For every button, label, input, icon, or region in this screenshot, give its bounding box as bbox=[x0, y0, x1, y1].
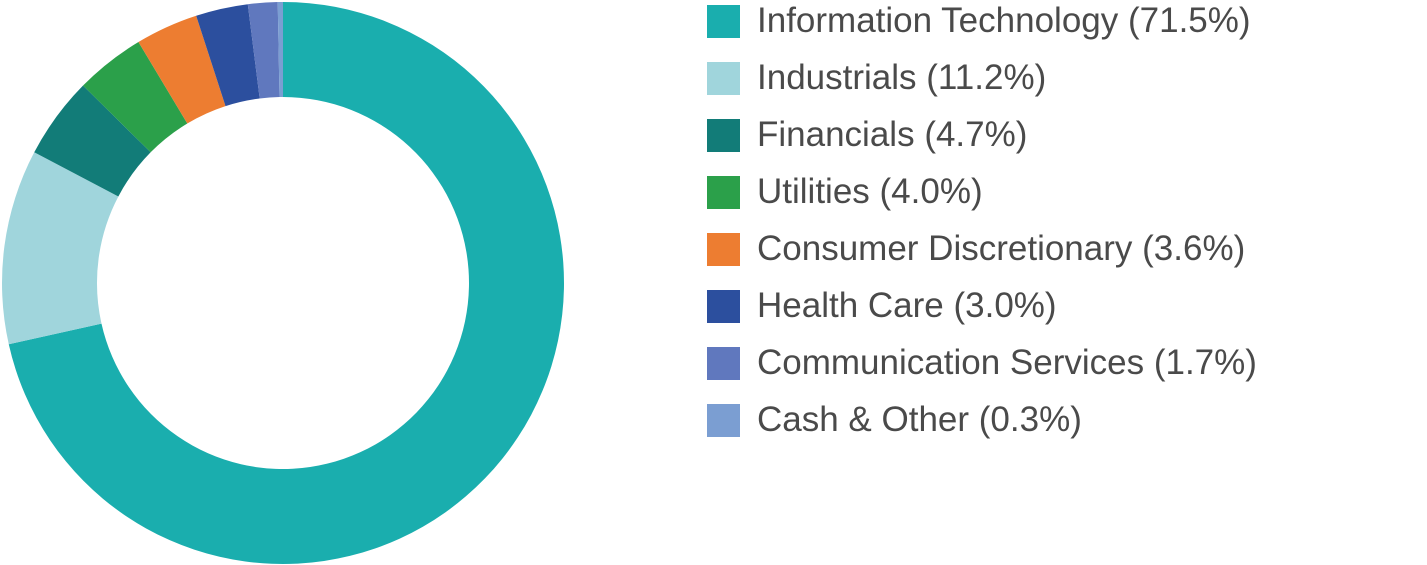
legend-swatch bbox=[707, 233, 740, 266]
legend-value: (71.5%) bbox=[1128, 1, 1251, 40]
legend-name: Utilities bbox=[757, 172, 870, 211]
legend-label: Consumer Discretionary (3.6%) bbox=[757, 229, 1245, 268]
legend-swatch bbox=[707, 5, 740, 38]
donut-slice bbox=[34, 85, 151, 197]
legend-value: (4.7%) bbox=[924, 115, 1027, 154]
donut-slice bbox=[247, 2, 280, 99]
legend-swatch bbox=[707, 119, 740, 152]
legend-name: Financials bbox=[757, 115, 915, 154]
legend-value: (1.7%) bbox=[1154, 343, 1257, 382]
legend-label: Information Technology (71.5%) bbox=[757, 1, 1251, 40]
legend-value: (3.0%) bbox=[954, 286, 1057, 325]
donut-slice bbox=[1, 152, 119, 345]
legend-value: (3.6%) bbox=[1142, 229, 1245, 268]
legend-label: Financials (4.7%) bbox=[757, 115, 1027, 154]
legend-swatch bbox=[707, 176, 740, 209]
legend-label: Cash & Other (0.3%) bbox=[757, 400, 1082, 439]
legend-swatch bbox=[707, 347, 740, 380]
legend-name: Industrials bbox=[757, 58, 917, 97]
donut-slice bbox=[83, 42, 188, 153]
legend-swatch bbox=[707, 404, 740, 437]
legend-value: (4.0%) bbox=[880, 172, 983, 211]
legend-value: (11.2%) bbox=[926, 58, 1046, 97]
donut-slice bbox=[8, 2, 564, 564]
legend-label: Communication Services (1.7%) bbox=[757, 343, 1257, 382]
legend-name: Communication Services bbox=[757, 343, 1144, 382]
legend-swatch bbox=[707, 62, 740, 95]
legend-value: (0.3%) bbox=[979, 400, 1082, 439]
legend-label: Utilities (4.0%) bbox=[757, 172, 983, 211]
donut-slice bbox=[138, 15, 226, 124]
legend-label: Health Care (3.0%) bbox=[757, 286, 1057, 325]
donut-slice bbox=[277, 2, 283, 98]
legend-label: Industrials (11.2%) bbox=[757, 58, 1046, 97]
legend-name: Consumer Discretionary bbox=[757, 229, 1133, 268]
legend-name: Information Technology bbox=[757, 1, 1119, 40]
legend-swatch bbox=[707, 290, 740, 323]
legend-name: Health Care bbox=[757, 286, 944, 325]
donut-slice bbox=[196, 4, 260, 107]
legend-name: Cash & Other bbox=[757, 400, 969, 439]
